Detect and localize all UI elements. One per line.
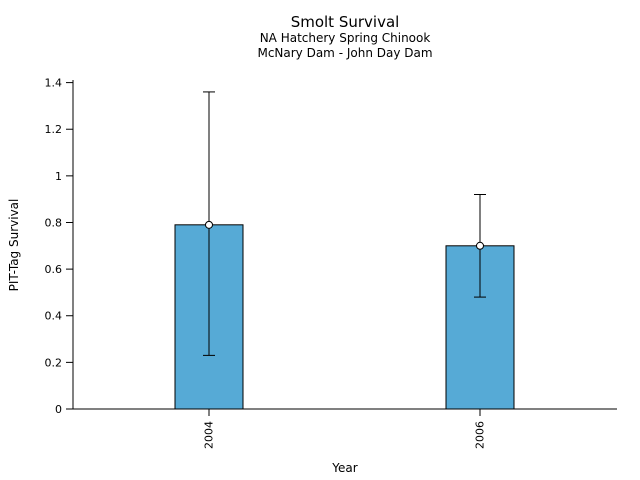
x-tick-label-2004: 2004 xyxy=(202,421,216,449)
x-tick-label-2006: 2006 xyxy=(473,421,487,449)
y-tick-label-1.2: 1.2 xyxy=(45,123,63,136)
chart-title: Smolt Survival xyxy=(290,13,400,31)
y-tick-label-0.8: 0.8 xyxy=(45,216,63,229)
chart-subtitle-line1: NA Hatchery Spring Chinook xyxy=(259,31,431,45)
y-tick-label-0.4: 0.4 xyxy=(45,310,63,323)
y-tick-label-0: 0 xyxy=(55,403,62,416)
point-marker-2004 xyxy=(205,220,213,229)
y-tick-label-0.2: 0.2 xyxy=(45,356,63,369)
y-tick-label-1.4: 1.4 xyxy=(45,77,63,90)
y-tick-label-1: 1 xyxy=(55,170,62,183)
chart-subtitle-line2: McNary Dam - John Day Dam xyxy=(257,46,433,60)
point-marker-2006 xyxy=(476,241,484,250)
y-tick-label-0.6: 0.6 xyxy=(45,263,63,276)
x-axis-title: Year xyxy=(332,461,358,475)
